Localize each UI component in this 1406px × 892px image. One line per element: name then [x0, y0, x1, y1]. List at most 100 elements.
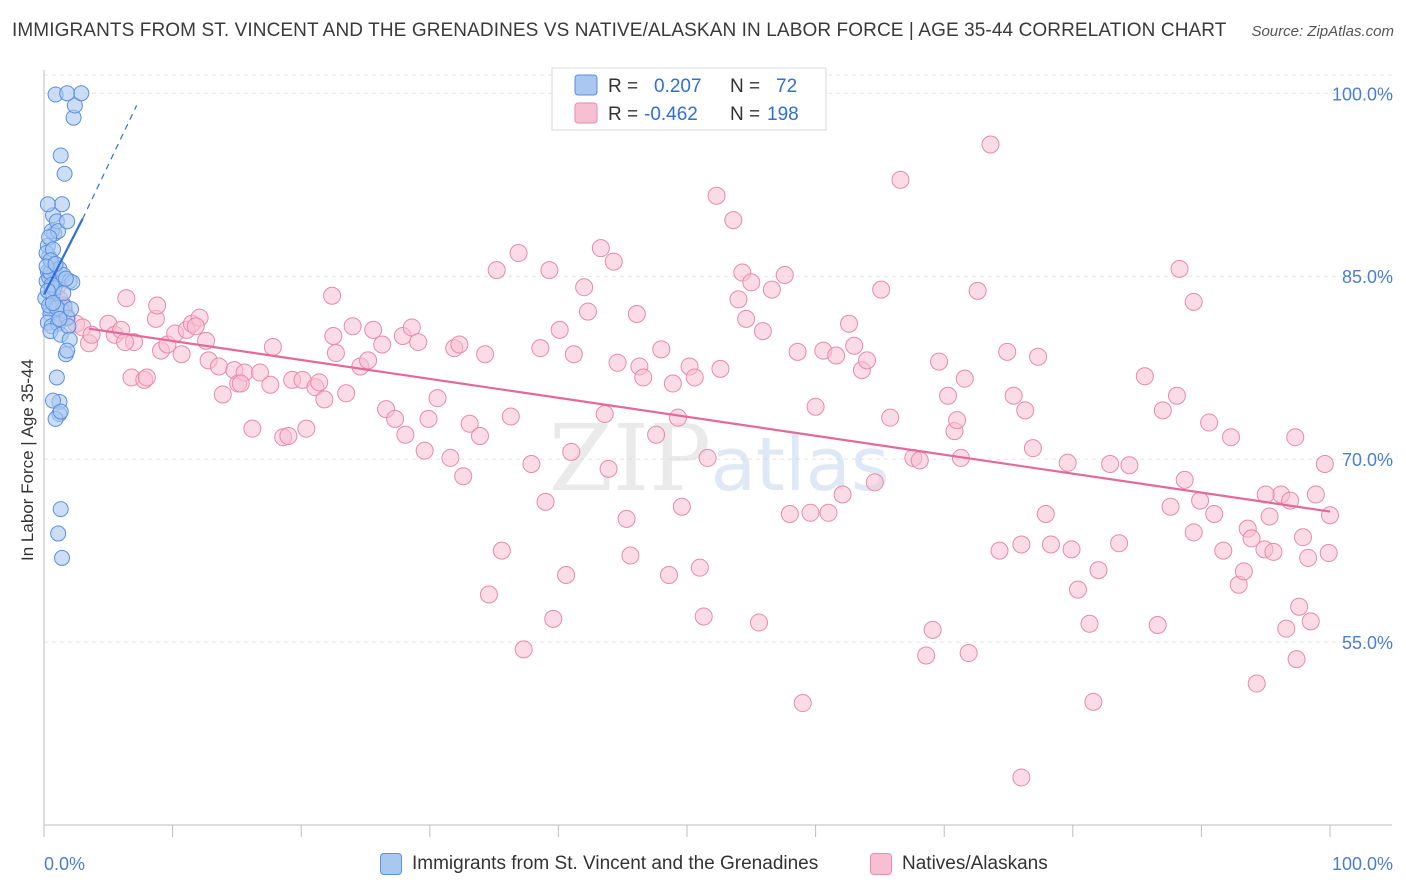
pink-point-66: [441, 448, 460, 467]
blue-point-29: [54, 196, 71, 213]
pink-point-48: [323, 286, 342, 305]
pink-point-185: [1260, 507, 1279, 526]
pink-point-37: [251, 363, 270, 382]
pink-point-153: [1012, 535, 1031, 554]
pink-point-31: [213, 385, 232, 404]
pink-point-131: [840, 314, 859, 333]
pink-point-202: [1170, 259, 1189, 278]
pink-point-174: [1184, 523, 1203, 542]
pink-point-175: [1191, 491, 1210, 510]
pink-point-50: [326, 344, 345, 363]
pink-point-116: [737, 309, 756, 328]
pink-point-155: [1023, 439, 1042, 458]
pink-point-75: [492, 541, 511, 560]
pink-point-195: [1319, 544, 1338, 563]
blue-point-42: [52, 403, 69, 420]
pink-point-30: [209, 357, 228, 376]
stats-blue-r-value: 0.207: [654, 76, 702, 97]
bottom-legend: Immigrants from St. Vincent and the Gren…: [0, 850, 1406, 880]
pink-point-157: [1036, 505, 1055, 524]
pink-point-68: [450, 335, 469, 354]
watermark-atlas: atlas: [711, 422, 890, 508]
pink-point-72: [476, 345, 495, 364]
axes: [43, 70, 1392, 837]
pink-point-136: [872, 280, 891, 299]
blue-point-53: [39, 196, 56, 213]
pink-point-109: [694, 607, 713, 626]
chart-title: IMMIGRANTS FROM ST. VINCENT AND THE GREN…: [12, 20, 1227, 41]
pink-point-203: [1184, 292, 1203, 311]
stats-blue-n-label: N =: [730, 76, 760, 97]
blue-point-44: [50, 525, 67, 542]
pink-point-90: [591, 239, 610, 258]
blue-trend-line: [43, 218, 84, 296]
pink-point-69: [454, 467, 473, 486]
pink-point-151: [998, 342, 1017, 361]
pink-point-83: [544, 609, 563, 628]
pink-point-200: [959, 644, 978, 663]
pink-point-143: [930, 352, 949, 371]
pink-point-94: [608, 353, 627, 372]
pink-point-105: [672, 497, 691, 516]
pink-point-110: [698, 448, 717, 467]
legend-pink-label: Natives/Alaskans: [902, 853, 1048, 874]
blue-series: [37, 85, 90, 566]
pink-point-113: [724, 211, 743, 230]
pink-point-86: [562, 442, 581, 461]
blue-point-69: [63, 301, 80, 318]
stats-pink-r-label: R =: [608, 104, 638, 125]
pink-trend-line: [88, 327, 1331, 513]
pink-point-102: [659, 566, 678, 584]
stats-blue-r-label: R =: [608, 76, 638, 97]
legend-pink-swatch: [870, 853, 892, 875]
pink-point-41: [279, 426, 298, 445]
pink-point-186: [1264, 542, 1283, 561]
blue-point-47: [56, 165, 73, 182]
pink-point-137: [881, 408, 900, 427]
pink-point-104: [668, 408, 687, 427]
pink-point-89: [578, 302, 597, 321]
pink-point-97: [627, 305, 646, 324]
pink-point-130: [833, 485, 852, 504]
pink-point-14: [117, 289, 136, 308]
pink-point-17: [137, 368, 156, 387]
pink-point-70: [460, 414, 479, 433]
pink-point-35: [231, 374, 250, 393]
pink-point-49: [324, 326, 343, 345]
pink-point-80: [531, 339, 550, 358]
pink-point-169: [1148, 616, 1167, 634]
pink-point-46: [310, 373, 329, 392]
y-tick-label-2: 85.0%: [1342, 267, 1393, 287]
pink-point-164: [1089, 561, 1108, 580]
pink-point-47: [315, 390, 334, 409]
blue-point-43: [52, 501, 69, 518]
pink-point-173: [1175, 470, 1194, 489]
pink-point-58: [386, 409, 405, 428]
pink-point-167: [1120, 456, 1139, 475]
pink-point-81: [536, 492, 555, 511]
pink-point-165: [1101, 455, 1120, 474]
blue-point-65: [47, 256, 64, 273]
pink-point-140: [910, 451, 929, 470]
pink-point-199: [1012, 768, 1031, 787]
pink-point-114: [729, 290, 748, 309]
pink-point-142: [923, 620, 942, 639]
pink-point-161: [1068, 580, 1087, 599]
pink-point-111: [707, 186, 726, 205]
pink-point-158: [1041, 535, 1060, 554]
pink-point-103: [663, 374, 682, 393]
pink-point-196: [1321, 506, 1339, 525]
pink-point-138: [891, 170, 910, 189]
pink-point-55: [364, 320, 383, 339]
pink-point-146: [948, 411, 967, 430]
pink-point-76: [501, 407, 520, 426]
pink-point-162: [1084, 692, 1103, 711]
pink-point-65: [428, 389, 447, 408]
pink-point-192: [1299, 548, 1318, 567]
pink-point-100: [647, 425, 666, 444]
legend-item-pink: Natives/Alaskans: [870, 853, 1048, 875]
pink-point-132: [845, 336, 864, 355]
pink-point-119: [753, 322, 772, 341]
stats-blue-n-value: 72: [776, 76, 797, 97]
pink-point-13: [116, 333, 135, 352]
